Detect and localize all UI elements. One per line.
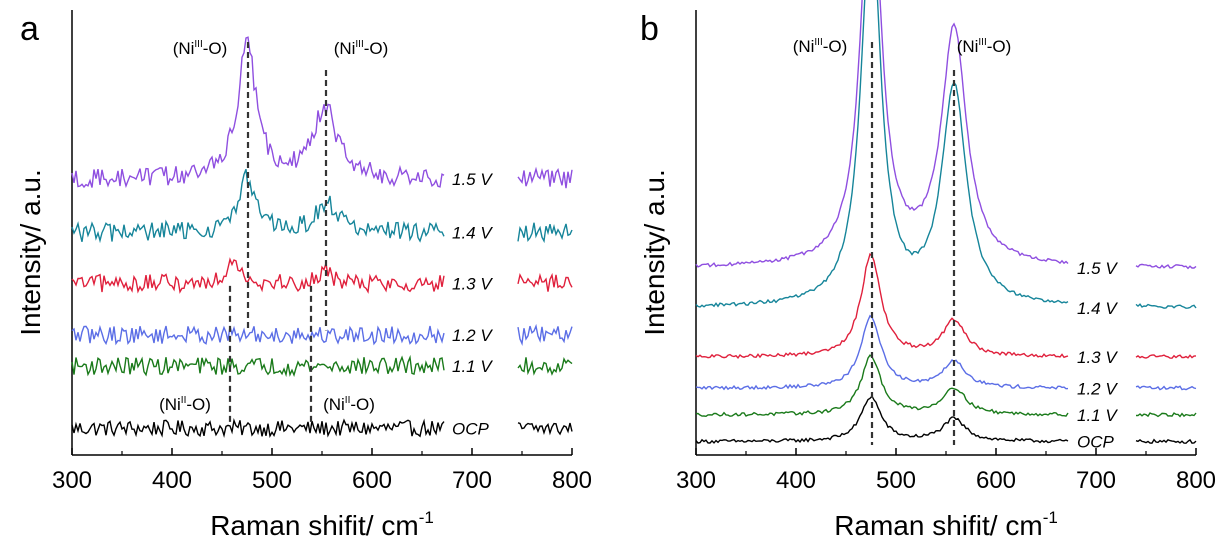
series-label: 1.1 V bbox=[452, 357, 493, 376]
peak-label: (NiII-O) bbox=[159, 395, 211, 414]
x-tick-label: 600 bbox=[352, 467, 392, 494]
series-line-tail-1_5V bbox=[1135, 263, 1197, 270]
series-line-1_5V bbox=[71, 36, 445, 189]
panel-a: a 300 400 500 600 700 800 Raman shifit/ cm-1 In… bbox=[15, 10, 592, 541]
series-line-tail-1_1V bbox=[517, 356, 573, 376]
series-line-tail-1_2V bbox=[1135, 385, 1197, 391]
series-line-1_5V bbox=[695, 0, 1069, 268]
series-label: 1.1 V bbox=[1077, 406, 1118, 425]
series-label: 1.2 V bbox=[1077, 379, 1118, 398]
series-label: 1.5 V bbox=[1077, 259, 1118, 278]
peak-label: (NiIII-O) bbox=[957, 37, 1012, 56]
series-line-tail-1_3V bbox=[517, 272, 573, 292]
series-label: 1.2 V bbox=[452, 326, 493, 345]
panel-b: b 300 400 500 600 700 800 Raman shifit/ cm-1 In… bbox=[639, 0, 1216, 541]
peak-label: (NiII-O) bbox=[323, 395, 375, 414]
series-label: OCP bbox=[452, 419, 490, 438]
series-line-OCP bbox=[71, 418, 445, 439]
series-label: 1.4 V bbox=[452, 224, 493, 243]
x-tick-label: 800 bbox=[1176, 467, 1216, 494]
panel-letter-b: b bbox=[640, 10, 659, 48]
plot-area-a: 300 400 500 600 700 800 Raman shifit/ cm-1 Inte… bbox=[15, 10, 592, 541]
series-line-tail-1_3V bbox=[1135, 354, 1197, 359]
series-line-tail-1_4V bbox=[517, 222, 573, 244]
x-tick-label: 500 bbox=[252, 467, 292, 494]
x-tick-label: 300 bbox=[676, 467, 716, 494]
series-line-1_4V bbox=[695, 0, 1069, 308]
series-line-tail-1_2V bbox=[517, 323, 573, 347]
peak-label: (NiIII-O) bbox=[173, 39, 228, 58]
series-line-1_1V bbox=[71, 354, 445, 378]
x-tick-label: 700 bbox=[452, 467, 492, 494]
peak-label: (NiIII-O) bbox=[334, 39, 389, 58]
x-tick-label: 500 bbox=[876, 467, 916, 494]
panel-letter-a: a bbox=[20, 10, 39, 48]
series-line-tail-OCP bbox=[517, 422, 573, 436]
series-line-tail-1_1V bbox=[1136, 412, 1197, 418]
x-tick-label: 300 bbox=[52, 467, 92, 494]
series-label: 1.3 V bbox=[1077, 348, 1118, 367]
series-label: 1.5 V bbox=[452, 170, 493, 189]
x-tick-label: 800 bbox=[552, 467, 592, 494]
series-line-tail-OCP bbox=[1135, 438, 1197, 444]
x-tick-label: 400 bbox=[152, 467, 192, 494]
plot-area-b: 300 400 500 600 700 800 Raman shifit/ cm-1 Inte… bbox=[639, 0, 1216, 541]
peak-label: (NiIII-O) bbox=[793, 37, 848, 56]
series-line-tail-1_5V bbox=[517, 166, 573, 189]
x-tick-label: 400 bbox=[776, 467, 816, 494]
x-axis-title: Raman shifit/ cm-1 bbox=[210, 508, 434, 541]
y-axis-title: Intensity/ a.u. bbox=[639, 169, 670, 336]
series-line-1_2V bbox=[695, 314, 1069, 391]
series-line-1_3V bbox=[71, 257, 445, 294]
series-line-1_4V bbox=[71, 168, 445, 244]
series-line-1_2V bbox=[71, 324, 445, 346]
x-axis-title: Raman shifit/ cm-1 bbox=[834, 508, 1058, 541]
x-tick-label: 700 bbox=[1076, 467, 1116, 494]
series-line-1_1V bbox=[695, 354, 1069, 418]
series-line-1_3V bbox=[695, 252, 1069, 360]
y-axis-title: Intensity/ a.u. bbox=[15, 169, 46, 336]
series-line-tail-1_4V bbox=[1135, 303, 1197, 309]
series-label: 1.3 V bbox=[452, 275, 493, 294]
x-tick-label: 600 bbox=[976, 467, 1016, 494]
series-line-OCP bbox=[695, 395, 1069, 444]
series-label: OCP bbox=[1077, 433, 1115, 452]
series-label: 1.4 V bbox=[1077, 299, 1118, 318]
